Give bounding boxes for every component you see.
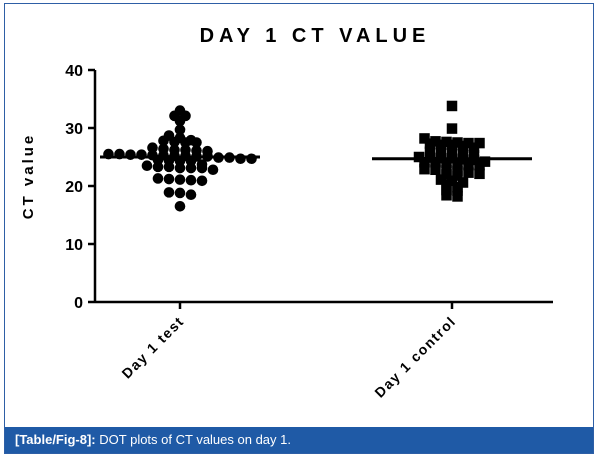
- data-point-square: [452, 185, 463, 196]
- data-point-square: [430, 136, 441, 147]
- data-point-circle: [141, 160, 153, 171]
- data-point-circle: [174, 174, 186, 185]
- data-point-circle: [207, 164, 219, 176]
- data-point-circle: [246, 153, 257, 165]
- data-point-circle: [174, 124, 186, 136]
- data-point-circle: [174, 201, 186, 212]
- y-axis-label: CT value: [20, 133, 37, 220]
- data-point-circle: [174, 115, 186, 127]
- data-point-square: [474, 137, 485, 149]
- chart-title: DAY 1 CT VALUE: [200, 25, 431, 47]
- x-category-label: Day 1 control: [371, 313, 459, 401]
- x-axis-categories: Day 1 test Day 1 control: [118, 302, 459, 401]
- data-point-square: [479, 156, 491, 167]
- data-point-square: [441, 136, 452, 148]
- figure-frame: DAY 1 CT VALUE CT value 0 10 20 30 40 Day 1 …: [4, 3, 594, 454]
- data-point-circle: [174, 162, 186, 174]
- figure-caption: [Table/Fig-8]: DOT plots of CT values on…: [5, 427, 593, 453]
- data-point-circle: [180, 137, 191, 148]
- data-point-square: [446, 175, 458, 187]
- data-point-square: [435, 139, 447, 151]
- data-point-circle: [185, 189, 197, 200]
- data-point-square: [446, 123, 458, 134]
- data-point-circle: [169, 136, 180, 148]
- data-point-square: [452, 170, 463, 181]
- data-point-square: [424, 146, 436, 158]
- y-axis-ticks: 0 10 20 30 40: [65, 63, 95, 312]
- data-point-square: [457, 177, 469, 188]
- data-point-circle: [196, 162, 208, 174]
- data-point-square: [419, 156, 430, 168]
- data-point-circle: [191, 137, 202, 148]
- data-point-circle: [163, 161, 175, 173]
- y-tick-label: 10: [65, 237, 83, 254]
- data-point-square: [430, 164, 441, 176]
- y-tick-label: 40: [65, 63, 83, 80]
- data-point-circle: [185, 162, 197, 174]
- data-point-square: [446, 100, 458, 112]
- data-marks: [100, 100, 532, 212]
- data-point-square: [463, 159, 474, 171]
- data-point-square: [435, 174, 447, 185]
- data-point-square: [441, 190, 452, 201]
- data-point-circle: [196, 175, 208, 187]
- data-point-circle: [163, 187, 175, 198]
- y-tick-label: 0: [74, 295, 83, 312]
- x-category-label: Day 1 test: [118, 313, 187, 382]
- y-tick-label: 20: [65, 179, 83, 196]
- data-point-circle: [152, 173, 164, 184]
- data-point-circle: [185, 174, 197, 186]
- data-point-square: [468, 142, 480, 153]
- data-point-square: [452, 191, 463, 202]
- data-point-square: [446, 139, 458, 151]
- data-point-square: [430, 156, 441, 168]
- dot-plot-chart: DAY 1 CT VALUE CT value 0 10 20 30 40 Day 1 …: [20, 25, 553, 401]
- data-point-circle: [163, 173, 175, 185]
- data-point-circle: [152, 161, 164, 173]
- data-point-square: [419, 163, 430, 175]
- data-point-square: [424, 138, 436, 149]
- data-point-square: [457, 140, 469, 152]
- data-point-circle: [174, 187, 186, 199]
- data-point-square: [474, 159, 485, 171]
- data-point-circle: [158, 135, 169, 147]
- data-point-circle: [235, 153, 246, 165]
- data-point-square: [474, 168, 485, 180]
- data-point-square: [452, 159, 463, 170]
- caption-text: DOT plots of CT values on day 1.: [99, 432, 291, 447]
- caption-reference: [Table/Fig-8]:: [15, 432, 96, 447]
- data-point-square: [441, 169, 452, 180]
- data-point-circle: [147, 142, 158, 154]
- y-tick-label: 30: [65, 121, 83, 138]
- data-point-square: [441, 157, 452, 169]
- data-point-square: [463, 137, 474, 149]
- data-point-square: [463, 167, 474, 178]
- data-point-square: [452, 137, 463, 148]
- data-point-square: [413, 151, 425, 163]
- data-point-square: [419, 133, 430, 144]
